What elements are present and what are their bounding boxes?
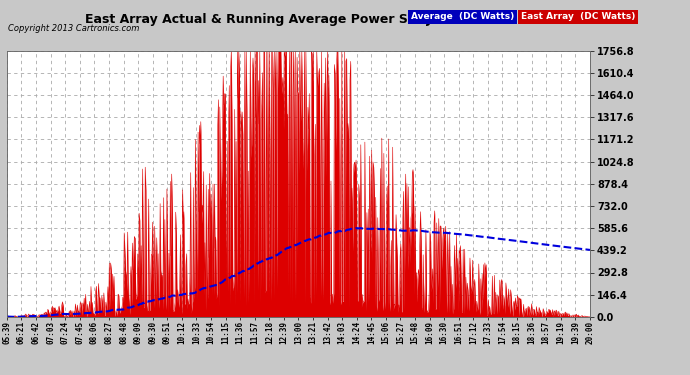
Text: Average  (DC Watts): Average (DC Watts) (411, 12, 514, 21)
Text: Copyright 2013 Cartronics.com: Copyright 2013 Cartronics.com (8, 24, 139, 33)
Text: East Array Actual & Running Average Power Sat Jun 15 20:19: East Array Actual & Running Average Powe… (85, 13, 515, 26)
Text: East Array  (DC Watts): East Array (DC Watts) (521, 12, 635, 21)
